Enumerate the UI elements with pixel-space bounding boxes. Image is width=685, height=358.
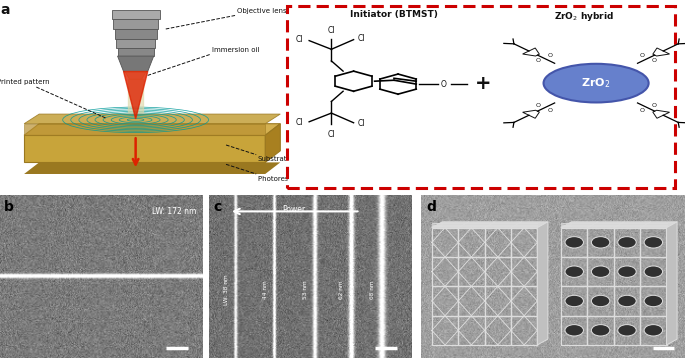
Circle shape <box>565 295 584 307</box>
Text: +: + <box>475 74 491 93</box>
Circle shape <box>565 325 584 336</box>
FancyBboxPatch shape <box>114 29 157 39</box>
Polygon shape <box>24 135 265 163</box>
Text: O: O <box>547 108 552 113</box>
Text: Photoresist film: Photoresist film <box>258 176 312 182</box>
Text: b: b <box>4 200 14 214</box>
Circle shape <box>618 295 636 307</box>
Text: d: d <box>427 200 436 214</box>
Text: 62 nm: 62 nm <box>339 280 345 299</box>
FancyBboxPatch shape <box>118 48 153 56</box>
Text: Printed pattern: Printed pattern <box>0 79 49 85</box>
Text: LW: 172 nm: LW: 172 nm <box>151 207 196 216</box>
Polygon shape <box>118 56 153 72</box>
Text: c: c <box>213 200 221 214</box>
Polygon shape <box>667 222 677 345</box>
Text: O: O <box>440 79 447 88</box>
Polygon shape <box>125 72 146 79</box>
Text: O: O <box>547 53 552 58</box>
Circle shape <box>591 295 610 307</box>
Polygon shape <box>265 124 280 163</box>
Polygon shape <box>24 124 265 135</box>
Text: O: O <box>536 58 540 63</box>
FancyBboxPatch shape <box>116 39 155 48</box>
Circle shape <box>618 325 636 336</box>
Text: Substrate: Substrate <box>258 156 291 161</box>
Text: a: a <box>0 3 10 17</box>
Text: Power: Power <box>282 205 306 214</box>
Text: Cl: Cl <box>327 130 335 139</box>
Polygon shape <box>561 222 677 228</box>
Circle shape <box>591 237 610 248</box>
Text: ZrO$_2$: ZrO$_2$ <box>582 76 611 90</box>
Polygon shape <box>432 222 548 228</box>
Text: Cl: Cl <box>296 35 303 44</box>
Circle shape <box>591 325 610 336</box>
Text: LW: 38 nm: LW: 38 nm <box>224 274 229 305</box>
FancyBboxPatch shape <box>113 19 158 29</box>
Text: 53 nm: 53 nm <box>303 280 308 299</box>
Circle shape <box>618 237 636 248</box>
FancyBboxPatch shape <box>287 6 675 188</box>
Text: Cl: Cl <box>296 118 303 127</box>
Text: Cl: Cl <box>358 34 365 43</box>
Circle shape <box>565 266 584 277</box>
Polygon shape <box>24 163 280 174</box>
Circle shape <box>565 237 584 248</box>
Text: ZrO$_2$ hybrid: ZrO$_2$ hybrid <box>554 10 614 23</box>
Circle shape <box>644 325 662 336</box>
Text: 44 nm: 44 nm <box>262 280 268 299</box>
Ellipse shape <box>544 64 649 102</box>
Text: Immersion oil: Immersion oil <box>212 47 260 53</box>
Text: O: O <box>651 58 656 63</box>
Text: Objective lens: Objective lens <box>236 9 286 14</box>
Polygon shape <box>123 72 148 119</box>
Circle shape <box>591 266 610 277</box>
Text: 68 nm: 68 nm <box>370 280 375 299</box>
Text: Cl: Cl <box>327 26 335 35</box>
Circle shape <box>644 237 662 248</box>
Text: Cl: Cl <box>358 119 365 128</box>
Text: Initiator (BTMST): Initiator (BTMST) <box>350 10 438 19</box>
Polygon shape <box>24 114 280 124</box>
Text: O: O <box>536 103 540 108</box>
Polygon shape <box>24 124 280 135</box>
Text: O: O <box>640 108 645 113</box>
Polygon shape <box>537 222 548 345</box>
Circle shape <box>644 266 662 277</box>
Text: O: O <box>651 103 656 108</box>
Circle shape <box>644 295 662 307</box>
FancyBboxPatch shape <box>112 10 160 19</box>
Text: O: O <box>640 53 645 58</box>
Circle shape <box>618 266 636 277</box>
